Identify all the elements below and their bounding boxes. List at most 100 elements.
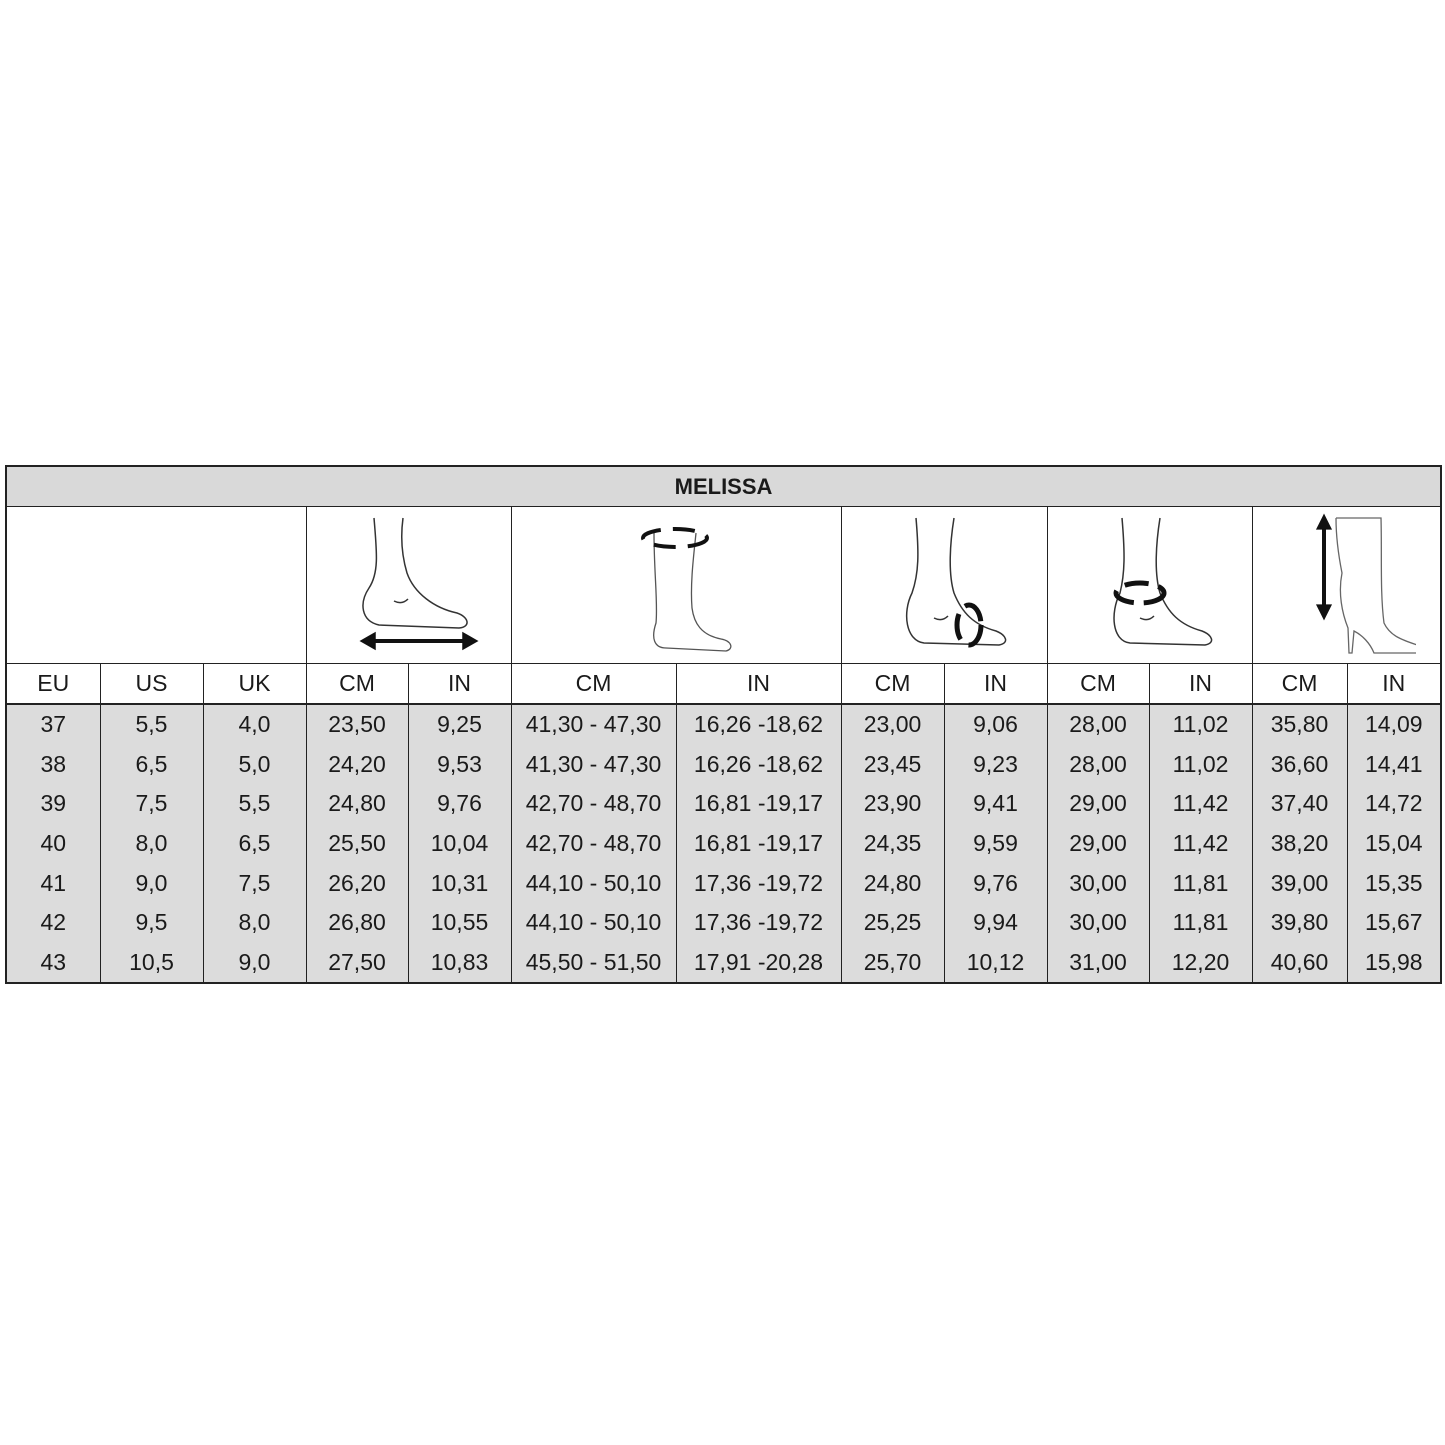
- table-cell: 9,76: [943, 863, 1048, 903]
- table-cell: 9,59: [943, 823, 1048, 864]
- table-cell: 26,80: [305, 902, 409, 943]
- table-cell: 9,53: [407, 744, 512, 785]
- table-cell: 11,81: [1148, 863, 1253, 903]
- ankle-circumference-icon: [1046, 506, 1253, 664]
- table-cell: 30,00: [1046, 863, 1150, 903]
- table-cell: 29,00: [1046, 823, 1150, 864]
- table-cell: 5,0: [202, 744, 307, 785]
- column-header: IN: [675, 663, 842, 705]
- table-cell: 4,0: [202, 703, 307, 745]
- column-header: US: [99, 663, 204, 705]
- table-cell: 23,90: [840, 784, 945, 824]
- table-cell: 10,31: [407, 863, 512, 903]
- column-header: IN: [407, 663, 512, 705]
- column-header: EU: [5, 663, 101, 705]
- size-chart-table: MELISSA: [5, 465, 1443, 985]
- table-cell: 25,25: [840, 902, 945, 943]
- column-header: IN: [1346, 663, 1442, 705]
- table-cell: 16,81 -19,17: [675, 784, 842, 824]
- table-cell: 5,5: [202, 784, 307, 824]
- table-cell: 43: [5, 942, 101, 985]
- table-cell: 10,5: [99, 942, 204, 985]
- table-cell: 14,72: [1346, 784, 1442, 824]
- table-cell: 11,02: [1148, 744, 1253, 785]
- table-cell: 41,30 - 47,30: [510, 703, 677, 745]
- table-cell: 7,5: [99, 784, 204, 824]
- table-cell: 24,80: [305, 784, 409, 824]
- table-cell: 15,35: [1346, 863, 1442, 903]
- table-cell: 28,00: [1046, 744, 1150, 785]
- table-cell: 37,40: [1251, 784, 1348, 824]
- table-cell: 11,42: [1148, 823, 1253, 864]
- table-cell: 39,00: [1251, 863, 1348, 903]
- table-cell: 16,26 -18,62: [675, 703, 842, 745]
- column-header: UK: [202, 663, 307, 705]
- table-row: 38 6,5 5,0 24,20 9,53 41,30 - 47,30 16,26 -18,…: [5, 744, 1442, 785]
- table-cell: 39,80: [1251, 902, 1348, 943]
- table-cell: 9,41: [943, 784, 1048, 824]
- shaft-height-icon: [1251, 506, 1442, 664]
- table-cell: 44,10 - 50,10: [510, 902, 677, 943]
- table-cell: 8,0: [99, 823, 204, 864]
- table-cell: 30,00: [1046, 902, 1150, 943]
- table-row: 42 9,5 8,0 26,80 10,55 44,10 - 50,10 17,36 -19…: [5, 902, 1442, 943]
- table-cell: 41: [5, 863, 101, 903]
- table-cell: 24,80: [840, 863, 945, 903]
- table-cell: 11,81: [1148, 902, 1253, 943]
- table-cell: 42: [5, 902, 101, 943]
- table-cell: 8,0: [202, 902, 307, 943]
- calf-circumference-icon: [510, 506, 842, 664]
- table-cell: 29,00: [1046, 784, 1150, 824]
- table-row: 43 10,5 9,0 27,50 10,83 45,50 - 51,50 17,91 -2…: [5, 942, 1442, 985]
- table-cell: 11,42: [1148, 784, 1253, 824]
- column-header: IN: [943, 663, 1048, 705]
- column-header: CM: [1251, 663, 1348, 705]
- table-cell: 9,23: [943, 744, 1048, 785]
- table-cell: 38,20: [1251, 823, 1348, 864]
- table-cell: 24,35: [840, 823, 945, 864]
- table-cell: 10,83: [407, 942, 512, 985]
- instep-circumference-icon: [840, 506, 1048, 664]
- table-cell: 17,91 -20,28: [675, 942, 842, 985]
- table-cell: 39: [5, 784, 101, 824]
- table-cell: 17,36 -19,72: [675, 863, 842, 903]
- table-cell: 25,50: [305, 823, 409, 864]
- table-cell: 14,41: [1346, 744, 1442, 785]
- table-cell: 27,50: [305, 942, 409, 985]
- table-row: 41 9,0 7,5 26,20 10,31 44,10 - 50,10 17,36 -19…: [5, 863, 1442, 903]
- table-cell: 9,25: [407, 703, 512, 745]
- table-cell: 15,67: [1346, 902, 1442, 943]
- table-row: 40 8,0 6,5 25,50 10,04 42,70 - 48,70 16,81 -19…: [5, 823, 1442, 864]
- units-header-row: EU US UK CM IN CM IN CM IN CM IN CM IN: [5, 663, 1442, 705]
- column-header: CM: [305, 663, 409, 705]
- column-header: CM: [1046, 663, 1150, 705]
- table-cell: 16,26 -18,62: [675, 744, 842, 785]
- table-cell: 44,10 - 50,10: [510, 863, 677, 903]
- column-header: CM: [840, 663, 945, 705]
- table-cell: 12,20: [1148, 942, 1253, 985]
- table-cell: 7,5: [202, 863, 307, 903]
- empty-icon-cell: [5, 506, 307, 664]
- table-cell: 42,70 - 48,70: [510, 823, 677, 864]
- table-cell: 24,20: [305, 744, 409, 785]
- table-cell: 40,60: [1251, 942, 1348, 985]
- table-cell: 25,70: [840, 942, 945, 985]
- table-cell: 23,00: [840, 703, 945, 745]
- table-cell: 38: [5, 744, 101, 785]
- table-cell: 9,94: [943, 902, 1048, 943]
- table-row: 39 7,5 5,5 24,80 9,76 42,70 - 48,70 16,81 -19,…: [5, 784, 1442, 824]
- table-cell: 37: [5, 703, 101, 745]
- table-cell: 9,0: [99, 863, 204, 903]
- table-cell: 17,36 -19,72: [675, 902, 842, 943]
- table-cell: 10,04: [407, 823, 512, 864]
- table-cell: 10,12: [943, 942, 1048, 985]
- table-cell: 5,5: [99, 703, 204, 745]
- chart-title: MELISSA: [5, 465, 1442, 507]
- table-cell: 35,80: [1251, 703, 1348, 745]
- table-row: 37 5,5 4,0 23,50 9,25 41,30 - 47,30 16,26 -18,…: [5, 703, 1442, 745]
- column-header: IN: [1148, 663, 1253, 705]
- table-cell: 45,50 - 51,50: [510, 942, 677, 985]
- table-cell: 23,50: [305, 703, 409, 745]
- column-header: CM: [510, 663, 677, 705]
- table-cell: 42,70 - 48,70: [510, 784, 677, 824]
